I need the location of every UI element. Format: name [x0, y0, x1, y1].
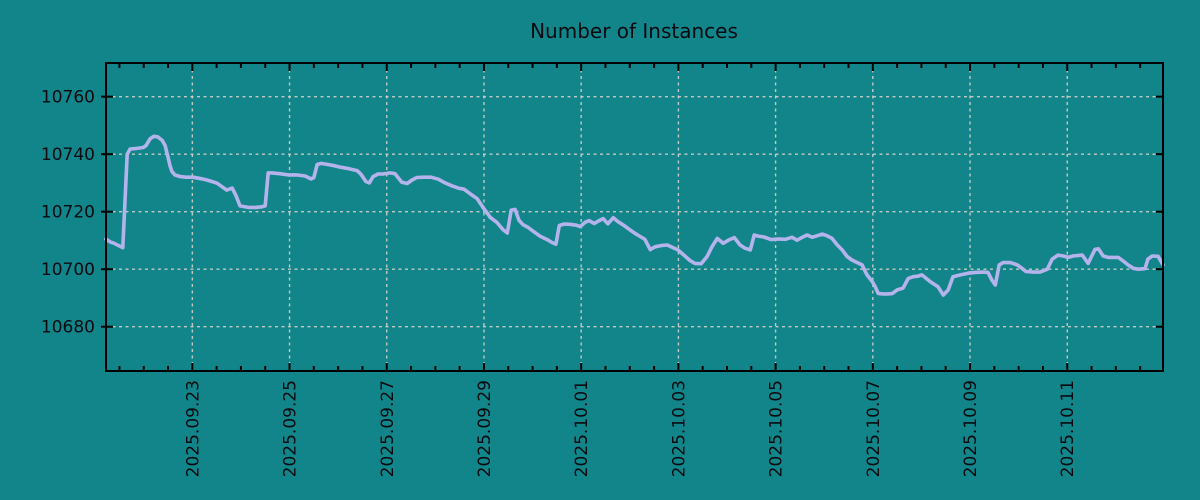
x-tick-label: 2025.10.01 [572, 380, 592, 477]
x-tick-label: 2025.09.27 [378, 380, 398, 477]
x-tick-label: 2025.10.11 [1058, 380, 1078, 477]
y-tick-label: 10760 [41, 88, 95, 108]
grid [106, 63, 1163, 371]
y-tick-label: 10700 [41, 260, 95, 280]
y-tick-label: 10680 [41, 318, 95, 338]
plot-border [105, 62, 1164, 372]
x-tick-label: 2025.10.09 [961, 380, 981, 477]
axes [101, 62, 1164, 372]
y-tick-label: 10720 [41, 203, 95, 223]
x-tick-label: 2025.10.05 [767, 380, 787, 477]
x-tick-label: 2025.10.07 [864, 380, 884, 477]
y-tick-label: 10740 [41, 145, 95, 165]
x-tick-label: 2025.09.25 [281, 380, 301, 477]
x-tick-label: 2025.10.03 [669, 380, 689, 477]
chart-title: Number of Instances [530, 19, 738, 43]
x-tick-label: 2025.09.29 [475, 380, 495, 477]
x-tick-label: 2025.09.23 [183, 380, 203, 477]
series-line [104, 134, 1165, 297]
data-line-instances [104, 134, 1165, 297]
axis-labels: 10680 10700 10720 10740 10760 2025.09.23 2025.… [41, 88, 1078, 478]
